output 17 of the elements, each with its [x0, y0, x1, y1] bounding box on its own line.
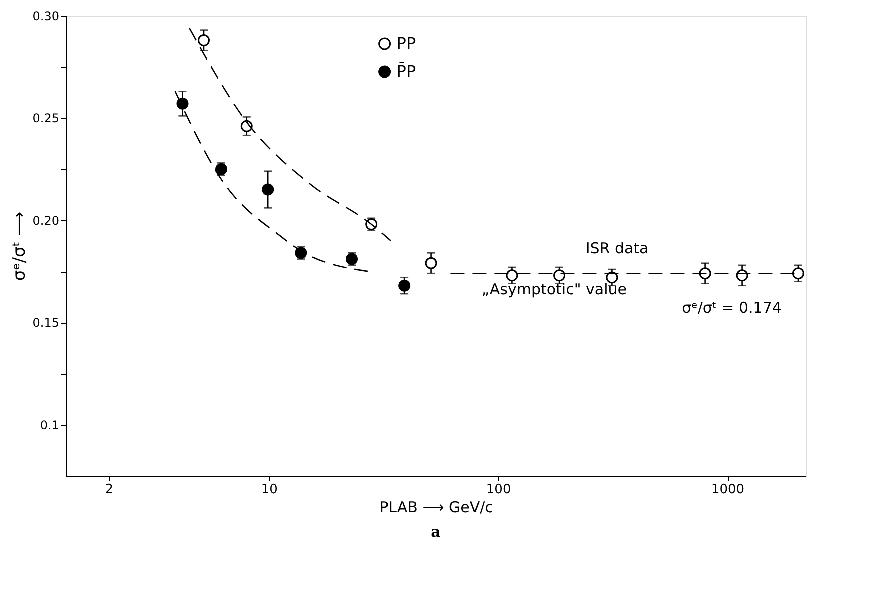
legend-label: PP	[396, 34, 416, 53]
x-tick-label: 2	[105, 482, 114, 498]
x-tick-label: 1000	[711, 482, 745, 498]
y-tick-label: 0.20	[32, 214, 60, 228]
x-tick-label: 100	[486, 482, 512, 498]
text: a	[431, 523, 442, 541]
y-tick-label: 0.25	[32, 112, 60, 126]
y-tick-label: 0.1	[40, 418, 60, 432]
x-axis-title: PLAB ⟶ GeV/c	[380, 498, 494, 516]
annotation: ISR data	[586, 239, 649, 258]
y-tick-label: 0.15	[32, 316, 60, 330]
x-tick-label: 10	[261, 482, 278, 498]
annotation: σᵉ/σᵗ = 0.174	[682, 299, 782, 318]
legend-label: P̄P	[396, 62, 416, 81]
y-tick-label: 0.30	[32, 10, 60, 24]
annotation: „Asymptotic" value	[482, 280, 627, 299]
y-axis-title: σᵉ/σᵗ ⟶	[10, 212, 30, 282]
